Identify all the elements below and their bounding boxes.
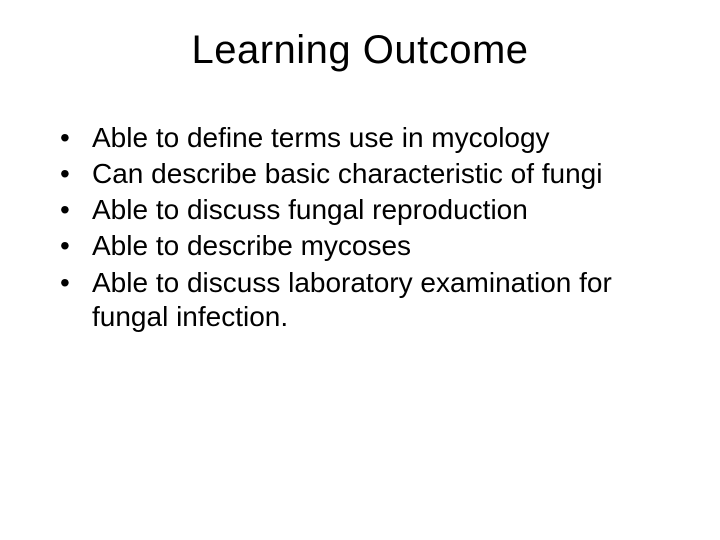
list-item: • Able to describe mycoses — [58, 229, 680, 263]
bullet-icon: • — [58, 157, 92, 191]
bullet-icon: • — [58, 266, 92, 300]
bullet-list: • Able to define terms use in mycology •… — [40, 121, 680, 334]
list-item: • Able to define terms use in mycology — [58, 121, 680, 155]
bullet-icon: • — [58, 121, 92, 155]
bullet-icon: • — [58, 193, 92, 227]
bullet-icon: • — [58, 229, 92, 263]
list-item: • Can describe basic characteristic of f… — [58, 157, 680, 191]
slide-container: Learning Outcome • Able to define terms … — [0, 0, 720, 540]
bullet-text: Able to define terms use in mycology — [92, 121, 680, 155]
slide-title: Learning Outcome — [40, 28, 680, 73]
bullet-text: Can describe basic characteristic of fun… — [92, 157, 680, 191]
list-item: • Able to discuss laboratory examination… — [58, 266, 680, 334]
bullet-text: Able to discuss fungal reproduction — [92, 193, 680, 227]
bullet-text: Able to discuss laboratory examination f… — [92, 266, 680, 334]
bullet-text: Able to describe mycoses — [92, 229, 680, 263]
list-item: • Able to discuss fungal reproduction — [58, 193, 680, 227]
